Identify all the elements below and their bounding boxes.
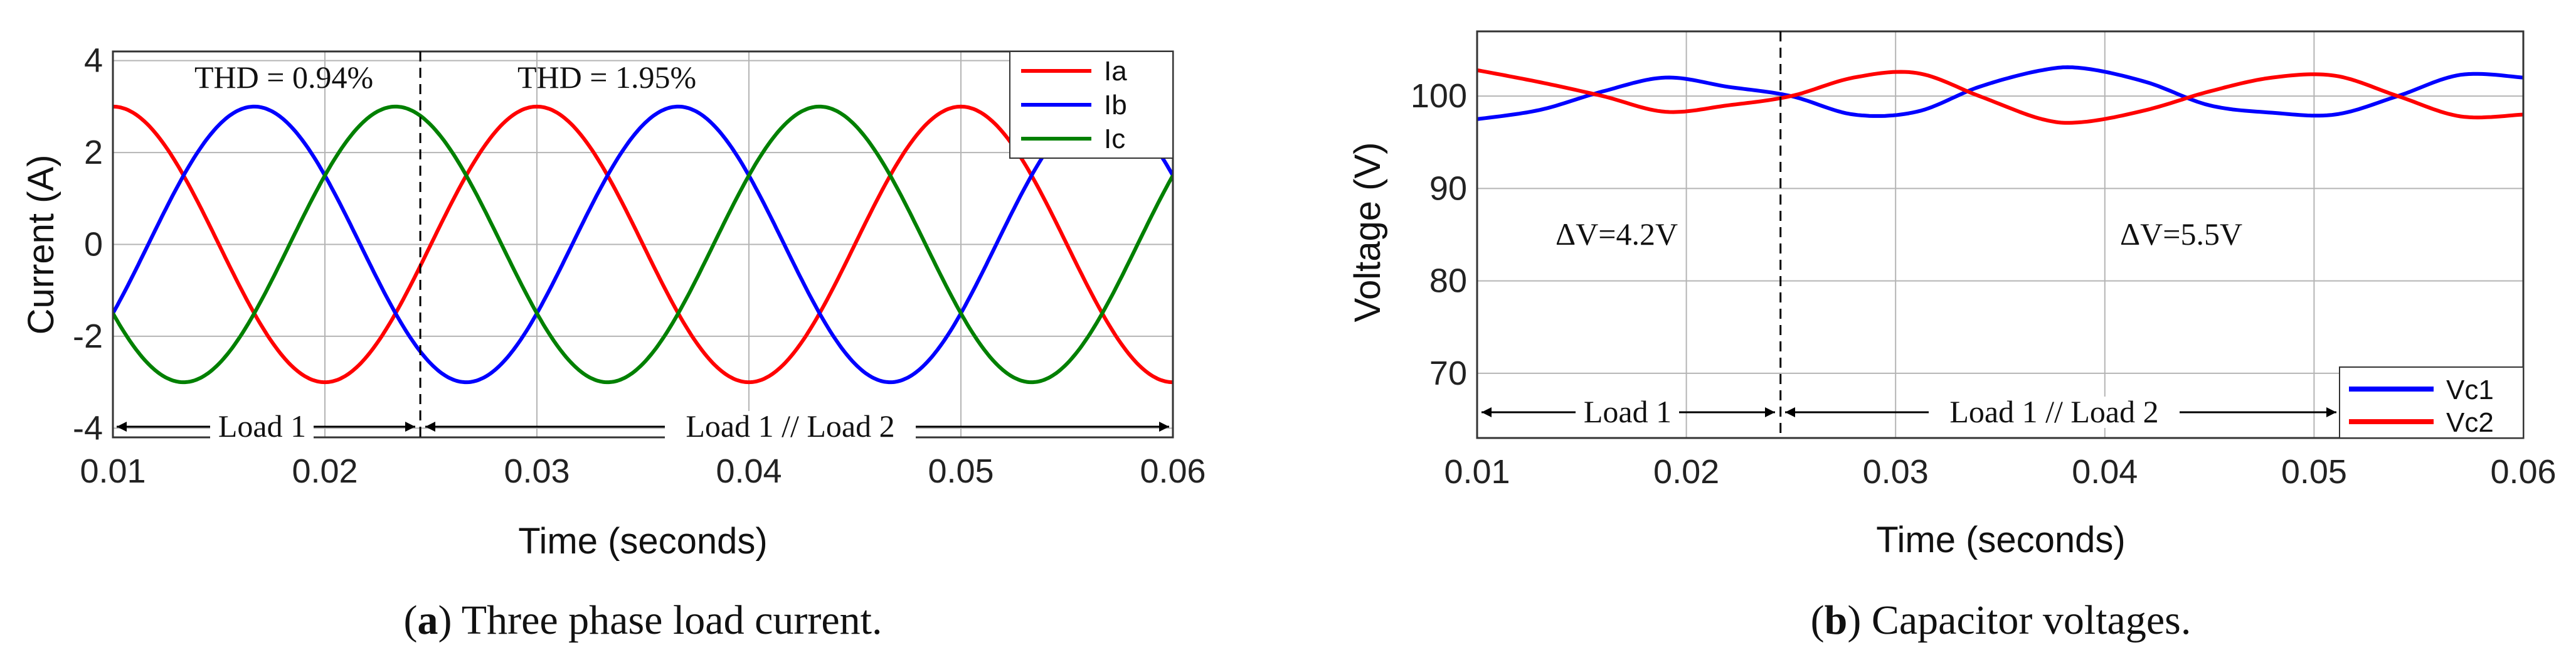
load1-label-bg-b — [1576, 397, 1679, 428]
y-tick-labels-a: 4 2 0 -2 -4 — [73, 42, 103, 447]
y-tick-label: 4 — [84, 42, 103, 80]
x-tick-label: 0.01 — [80, 452, 146, 490]
load1-label-bg-a — [210, 411, 314, 442]
legend-box-b — [2339, 366, 2524, 439]
load1-label-a: Load 1 — [218, 408, 306, 444]
y-axis-label-b: Voltage (V) — [1347, 142, 1388, 323]
dv-before-label: ΔV=4.2V — [1556, 216, 1678, 252]
y-tick-label: 2 — [84, 134, 103, 171]
y-tick-label: 0 — [84, 226, 103, 264]
load12-label-bg-a — [665, 411, 916, 442]
legend-label-vc1: Vc1 — [2446, 375, 2494, 405]
y-tick-label: -2 — [73, 318, 103, 355]
thd-after-label: THD = 1.95% — [517, 60, 696, 95]
x-tick-labels-a: 0.01 0.02 0.03 0.04 0.05 0.06 — [80, 452, 1206, 490]
y-tick-label: -4 — [73, 409, 103, 447]
caption-b-text: Capacitor voltages. — [1861, 597, 2191, 643]
x-axis-label-b: Time (seconds) — [1876, 520, 2126, 560]
y-tick-label: 100 — [1411, 77, 1467, 115]
legend-label-vc2: Vc2 — [2446, 407, 2494, 438]
x-tick-label: 0.03 — [1863, 453, 1929, 491]
series-line-ic — [113, 104, 1173, 385]
series-line-vc2 — [1477, 68, 2523, 125]
x-tick-label: 0.04 — [2072, 453, 2138, 491]
y-axis-label-a: Current (A) — [21, 155, 61, 335]
chart-a: 0.01 0.02 0.03 0.04 0.05 0.06 4 2 0 -2 -4 THD = 0… — [21, 42, 1206, 643]
chart-b: 0.01 0.02 0.03 0.04 0.05 0.06 100 90 80 70 ΔV=4.… — [1347, 30, 2557, 643]
series-line-vc1 — [1477, 65, 2523, 121]
x-axis-label-a: Time (seconds) — [518, 521, 768, 562]
legend-a: Ia Ib Ic — [1009, 51, 1174, 159]
legend-label-ic: Ic — [1104, 124, 1125, 154]
y-tick-label: 90 — [1429, 169, 1467, 207]
y-tick-label: 80 — [1429, 262, 1467, 300]
x-tick-label: 0.06 — [2490, 453, 2556, 491]
x-tick-label: 0.05 — [2281, 453, 2347, 491]
x-tick-label: 0.02 — [1653, 453, 1719, 491]
y-tick-label: 70 — [1429, 355, 1467, 392]
series-line-ia — [113, 104, 1173, 385]
load12-label-a: Load 1 // Load 2 — [686, 408, 894, 444]
y-tick-labels-b: 100 90 80 70 — [1411, 77, 1467, 392]
series-group-a — [113, 104, 1173, 385]
x-tick-label: 0.02 — [292, 452, 358, 490]
load12-label-b: Load 1 // Load 2 — [1949, 394, 2158, 429]
load1-label-b: Load 1 — [1584, 394, 1672, 429]
plot-frame-a — [112, 50, 1174, 439]
x-tick-label: 0.06 — [1140, 452, 1206, 490]
series-group-b — [1477, 65, 2523, 125]
plot-frame-b — [1476, 30, 2525, 439]
legend-label-ib: Ib — [1104, 90, 1127, 120]
x-tick-labels-b: 0.01 0.02 0.03 0.04 0.05 0.06 — [1444, 453, 2556, 491]
x-tick-label: 0.04 — [716, 452, 782, 490]
load12-label-bg-b — [1929, 397, 2180, 428]
thd-before-label: THD = 0.94% — [194, 60, 373, 95]
caption-a: (a) Three phase load current. — [404, 597, 883, 643]
x-tick-label: 0.01 — [1444, 453, 1510, 491]
caption-b: (b) Capacitor voltages. — [1811, 597, 2192, 643]
caption-b-label: b — [1825, 597, 1848, 643]
x-tick-label: 0.05 — [928, 452, 994, 490]
series-line-ib — [113, 104, 1173, 385]
x-tick-label: 0.03 — [504, 452, 570, 490]
caption-a-text: Three phase load current. — [452, 597, 882, 643]
dv-after-label: ΔV=5.5V — [2120, 216, 2242, 252]
legend-label-ia: Ia — [1104, 56, 1127, 87]
legend-b: Vc1 Vc2 — [2339, 366, 2524, 439]
caption-a-label: a — [418, 597, 438, 643]
